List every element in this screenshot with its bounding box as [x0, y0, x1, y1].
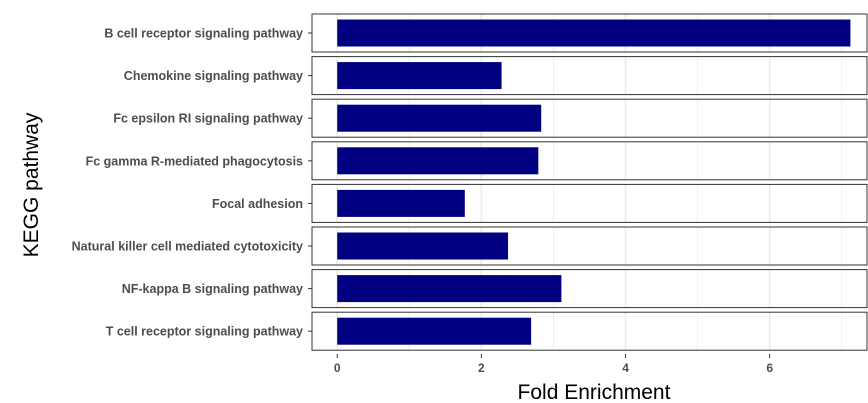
category-label-8: T cell receptor signaling pathway — [106, 325, 303, 339]
panel-6 — [308, 226, 868, 266]
x-tick-label-2: 2 — [478, 361, 485, 375]
category-label-7: NF-kappa B signaling pathway — [122, 282, 303, 296]
panel-3 — [308, 98, 868, 138]
panel-1 — [308, 13, 868, 53]
bar-6 — [337, 232, 509, 260]
y-axis-title: KEGG pathway — [20, 112, 43, 257]
category-label-5: Focal adhesion — [212, 197, 303, 211]
bar-2 — [337, 62, 502, 90]
bar-5 — [337, 189, 465, 217]
bar-8 — [337, 317, 532, 345]
x-axis-ticks: 0 2 4 6 — [334, 354, 773, 375]
bar-3 — [337, 104, 542, 132]
category-label-1: B cell receptor signaling pathway — [104, 27, 303, 41]
bar-1 — [337, 19, 851, 47]
panel-5 — [308, 183, 868, 223]
x-axis-title: Fold Enrichment — [518, 381, 671, 403]
category-label-2: Chemokine signaling pathway — [124, 69, 303, 83]
category-labels: B cell receptor signaling pathway Chemoki… — [72, 27, 303, 339]
category-label-6: Natural killer cell mediated cytotoxicit… — [72, 240, 303, 254]
x-tick-label-3: 4 — [622, 361, 629, 375]
panel-7 — [308, 269, 868, 309]
bar-4 — [337, 147, 539, 175]
category-label-3: Fc epsilon RI signaling pathway — [113, 112, 303, 126]
panel-8 — [308, 311, 868, 351]
x-tick-label-4: 6 — [766, 361, 773, 375]
panel-4 — [308, 141, 868, 181]
category-label-4: Fc gamma R-mediated phagocytosis — [86, 154, 303, 168]
chart-panels — [308, 13, 868, 351]
bar-7 — [337, 275, 562, 303]
x-tick-label-1: 0 — [334, 361, 341, 375]
panel-2 — [308, 56, 868, 96]
